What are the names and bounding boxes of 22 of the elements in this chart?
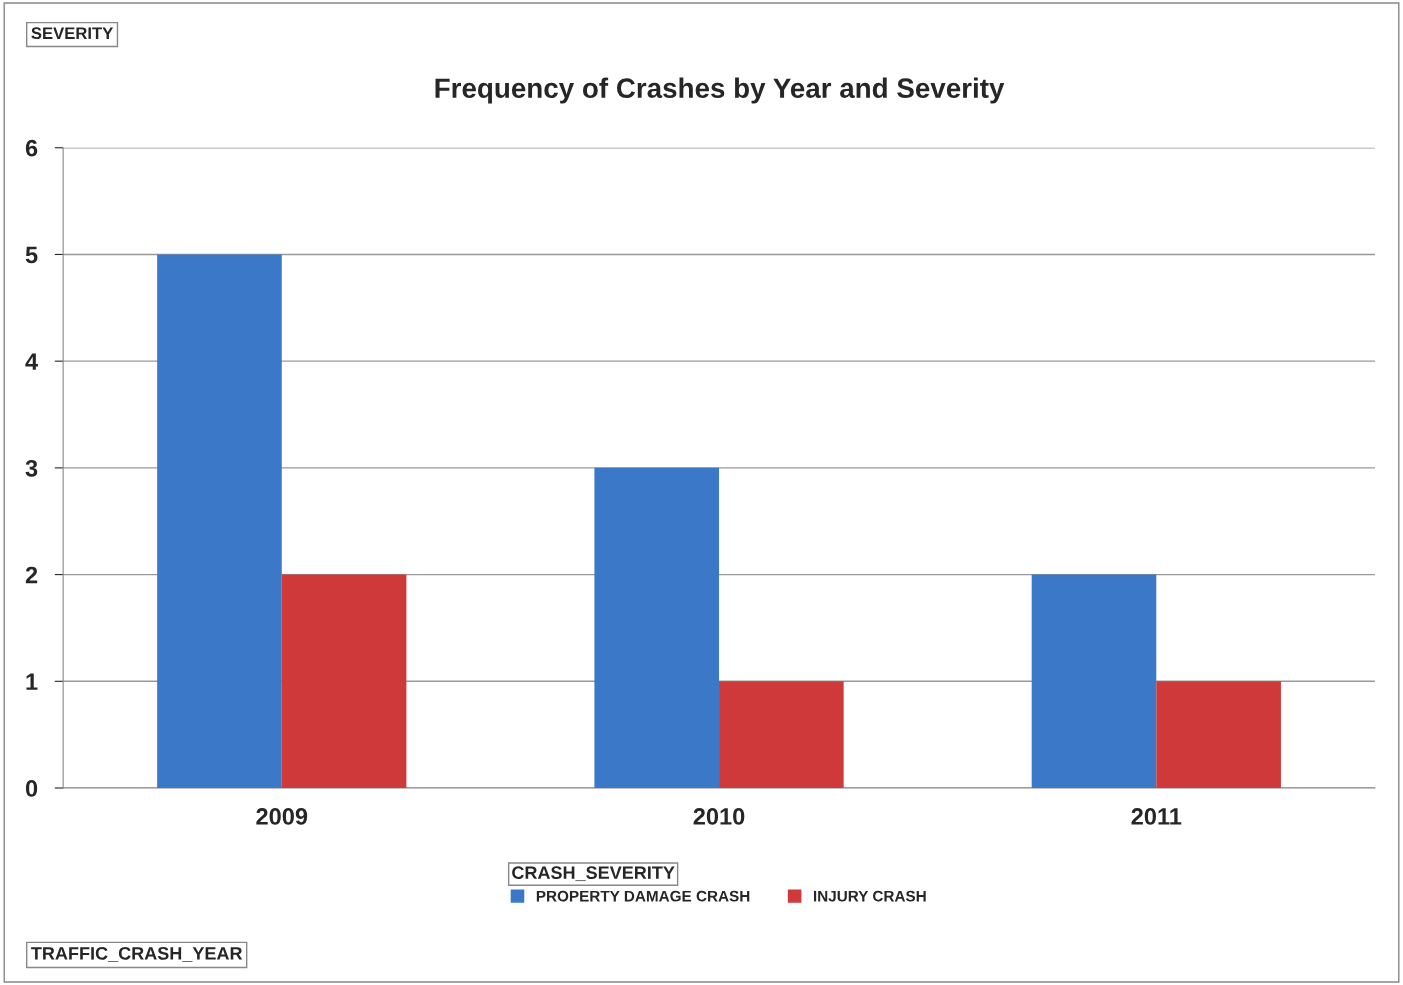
x-tick-label: 2009 xyxy=(256,808,308,825)
bar xyxy=(1031,574,1157,788)
bar xyxy=(594,467,720,788)
bar xyxy=(1156,681,1281,788)
bar xyxy=(719,681,844,788)
bar xyxy=(157,254,282,788)
y-tick-label: 6 xyxy=(25,139,38,157)
legend-label: PROPERTY DAMAGE CRASH xyxy=(536,890,750,902)
y-tick-label: 0 xyxy=(25,780,38,797)
bar xyxy=(281,574,407,788)
legend-label: INJURY CRASH xyxy=(813,890,926,902)
y-tick-label: 1 xyxy=(26,673,38,690)
chart-title: Frequency of Crashes by Year and Severity xyxy=(435,77,1005,104)
y-tick-label: 4 xyxy=(25,353,39,370)
text: SEVERITY xyxy=(31,27,114,40)
x-tick-label: 2010 xyxy=(693,808,745,825)
legend-title: CRASH_SEVERITY xyxy=(512,866,675,882)
y-tick-label: 3 xyxy=(25,459,38,477)
x-tick-label: 2011 xyxy=(1131,808,1182,825)
y-tick-label: 5 xyxy=(25,246,38,264)
y-tick-label: 2 xyxy=(25,566,38,584)
text: TRAFFIC_CRASH_YEAR xyxy=(31,946,243,962)
